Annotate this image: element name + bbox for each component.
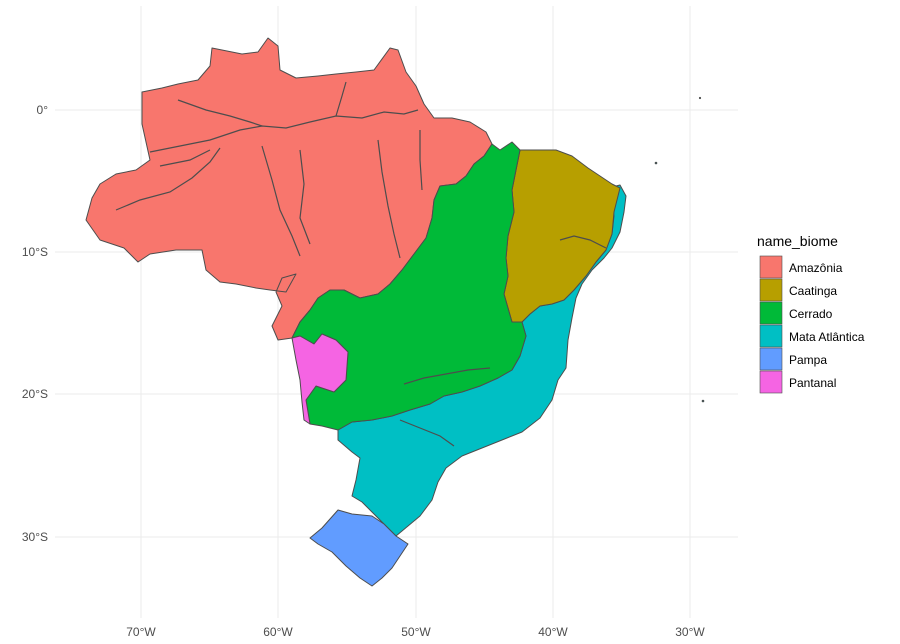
y-tick-label: 20°S	[22, 387, 48, 401]
river-line	[177, 99, 263, 127]
river-line	[159, 149, 211, 167]
x-axis-labels: 70°W 60°W 50°W 40°W 30°W	[126, 625, 705, 639]
legend-item: Caatinga	[759, 278, 837, 302]
x-tick-label: 50°W	[401, 625, 431, 639]
river-line	[335, 81, 347, 117]
river-line	[399, 419, 455, 447]
legend-label: Pampa	[789, 353, 827, 367]
island-marker	[701, 399, 705, 403]
island-marker	[654, 161, 658, 165]
region-pampa	[309, 509, 409, 587]
legend-item: Mata Atlântica	[759, 324, 865, 348]
legend-swatch	[759, 324, 783, 348]
legend-title: name_biome	[757, 233, 838, 249]
x-tick-label: 60°W	[263, 625, 293, 639]
legend-label: Mata Atlântica	[789, 330, 865, 344]
legend-swatch	[759, 255, 783, 279]
region-pantanal	[291, 333, 349, 425]
legend-label: Pantanal	[789, 376, 836, 390]
legend-label: Amazônia	[789, 261, 843, 275]
y-tick-label: 30°S	[22, 530, 48, 544]
river-line	[261, 145, 301, 257]
region-caatinga	[503, 149, 621, 323]
legend-swatch	[759, 278, 783, 302]
legend-item: Pampa	[759, 347, 827, 371]
x-tick-label: 40°W	[538, 625, 568, 639]
river-line	[299, 149, 311, 245]
river-line	[377, 139, 401, 259]
legend-label: Cerrado	[789, 307, 833, 321]
y-axis-labels: 0° 10°S 20°S 30°S	[22, 103, 48, 544]
x-tick-label: 70°W	[126, 625, 156, 639]
river-line	[419, 130, 423, 191]
x-tick-label: 30°W	[675, 625, 705, 639]
river-line	[115, 147, 221, 211]
legend-swatch	[759, 301, 783, 325]
legend-item: Pantanal	[759, 370, 836, 394]
legend-swatch	[759, 347, 783, 371]
river-line	[403, 367, 491, 385]
island-marker	[698, 96, 702, 100]
legend: name_biome Amazônia Caatinga Cerrado Mat…	[757, 233, 865, 394]
y-tick-label: 0°	[37, 103, 49, 117]
y-tick-label: 10°S	[22, 245, 48, 259]
map-regions	[85, 37, 705, 587]
rivers	[115, 81, 607, 447]
river-line	[559, 235, 607, 249]
legend-item: Cerrado	[759, 301, 833, 325]
river-line	[149, 109, 419, 153]
legend-item: Amazônia	[759, 255, 843, 279]
legend-swatch	[759, 370, 783, 394]
legend-label: Caatinga	[789, 284, 837, 298]
